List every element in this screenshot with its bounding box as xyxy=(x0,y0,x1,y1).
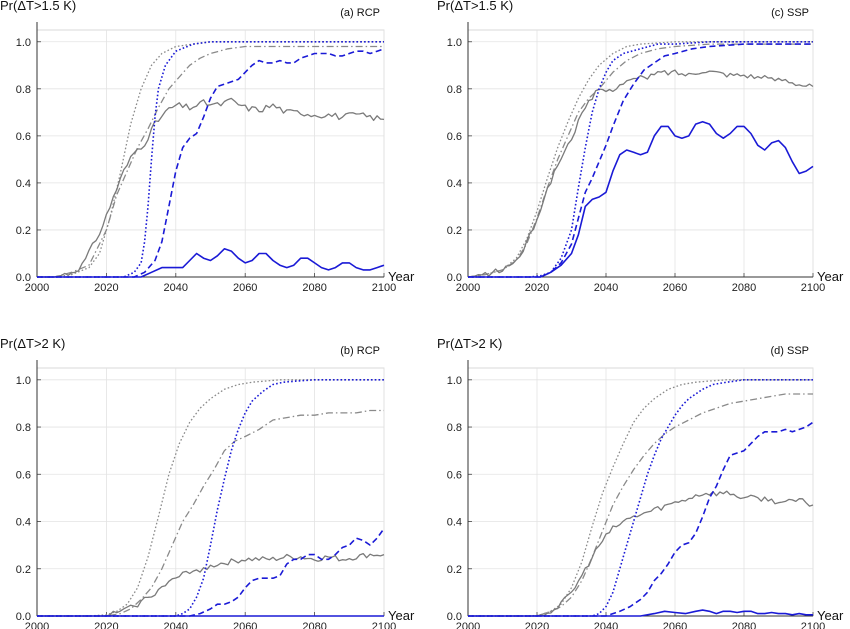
x-tick-label: 2100 xyxy=(372,282,396,294)
y-tick-label: 0.4 xyxy=(16,178,31,190)
series-line-dotted xyxy=(37,379,384,617)
series-line-dashdot xyxy=(37,409,384,617)
x-tick-label: 2100 xyxy=(801,282,825,294)
x-tick-label: 2080 xyxy=(732,621,756,629)
panel-tag: (b) RCP xyxy=(340,345,380,357)
y-tick-label: 0.2 xyxy=(16,564,31,576)
y-tick-label: 1.0 xyxy=(16,37,31,49)
series-line-dashed xyxy=(37,48,385,278)
y-tick-label: 0.2 xyxy=(447,564,462,576)
y-axis-label: Pr(ΔT>1.5 K) xyxy=(437,0,513,13)
x-axis-label: Year xyxy=(388,608,415,623)
y-tick-label: 0.0 xyxy=(16,272,31,284)
x-tick-label: 2020 xyxy=(525,282,549,294)
x-tick-label: 2100 xyxy=(372,621,396,629)
x-tick-label: 2000 xyxy=(456,621,480,629)
series-line-solid xyxy=(37,97,385,278)
series-line-dotted xyxy=(468,41,813,278)
y-tick-label: 1.0 xyxy=(16,375,31,387)
y-tick-label: 0.8 xyxy=(447,422,462,434)
y-tick-label: 0.2 xyxy=(447,225,462,237)
y-tick-label: 0.6 xyxy=(16,131,31,143)
x-tick-label: 2040 xyxy=(164,282,188,294)
x-tick-label: 2060 xyxy=(663,282,687,294)
series-line-solid xyxy=(468,490,814,617)
panel-a-rcp: 2000 2020 2040 2060 2080 2100 0.0 0.2 0.4 0.6 0.8 1… xyxy=(0,0,415,294)
x-tick-label: 2060 xyxy=(233,282,257,294)
x-tick-label: 2020 xyxy=(94,282,118,294)
panel-tag: (d) SSP xyxy=(770,345,809,357)
x-axis-label: Year xyxy=(817,608,844,623)
y-tick-label: 0.6 xyxy=(447,469,462,481)
y-axis-label: Pr(ΔT>1.5 K) xyxy=(0,0,76,13)
y-tick-label: 0.8 xyxy=(16,422,31,434)
x-tick-label: 2100 xyxy=(801,621,825,629)
y-tick-label: 1.0 xyxy=(447,375,462,387)
y-tick-label: 0.0 xyxy=(447,611,462,623)
series-line-dotted xyxy=(467,41,813,278)
series-line-dashdot xyxy=(467,43,813,278)
x-tick-label: 2040 xyxy=(594,282,618,294)
series-line-dotted xyxy=(37,379,384,617)
y-axis-label: Pr(ΔT>2 K) xyxy=(0,336,65,351)
series-line-dotted xyxy=(37,41,384,278)
y-tick-label: 0.4 xyxy=(447,178,462,190)
plot-frame xyxy=(467,29,814,278)
y-tick-label: 0.0 xyxy=(16,611,31,623)
y-axis-label: Pr(ΔT>2 K) xyxy=(437,336,502,351)
x-tick-label: 2080 xyxy=(302,621,326,629)
series-line-solid xyxy=(467,69,814,278)
y-tick-label: 0.4 xyxy=(16,517,31,529)
y-tick-label: 0.2 xyxy=(16,225,31,237)
y-tick-label: 0.4 xyxy=(447,517,462,529)
series-line-solid xyxy=(468,120,814,278)
series-line-dashed xyxy=(468,421,814,617)
panel-b-rcp: 2000 2020 2040 2060 2080 2100 0.0 0.2 0.4 0.6 0.8 1… xyxy=(0,336,415,629)
x-axis-label: Year xyxy=(817,269,844,284)
series-line-solid xyxy=(37,552,385,617)
y-tick-label: 0.0 xyxy=(447,272,462,284)
panel-c-ssp: 2000 2020 2040 2060 2080 2100 0.0 0.2 0.4 0.6 0.8 1… xyxy=(437,0,844,294)
x-axis-label: Year xyxy=(388,269,415,284)
y-tick-label: 0.8 xyxy=(447,84,462,96)
plot-frame xyxy=(36,367,385,617)
series-line-dashed xyxy=(37,528,385,617)
y-tick-label: 0.6 xyxy=(16,469,31,481)
series-line-solid xyxy=(37,248,385,278)
x-tick-label: 2020 xyxy=(525,621,549,629)
x-tick-label: 2040 xyxy=(164,621,188,629)
x-tick-label: 2080 xyxy=(302,282,326,294)
panel-tag: (c) SSP xyxy=(771,7,809,19)
panel-tag: (a) RCP xyxy=(340,7,380,19)
x-tick-label: 2020 xyxy=(94,621,118,629)
x-tick-label: 2000 xyxy=(25,282,49,294)
x-tick-label: 2060 xyxy=(663,621,687,629)
panel-d-ssp: 2000 2020 2040 2060 2080 2100 0.0 0.2 0.4 0.6 0.8 1… xyxy=(437,336,844,629)
x-tick-label: 2000 xyxy=(456,282,480,294)
x-tick-label: 2060 xyxy=(233,621,257,629)
plot-frame xyxy=(467,367,814,617)
series-line-solid xyxy=(468,609,813,617)
series-line-dotted xyxy=(37,41,384,278)
series-line-dashdot xyxy=(37,45,384,278)
y-tick-label: 0.8 xyxy=(16,84,31,96)
y-tick-label: 0.6 xyxy=(447,131,462,143)
series-line-dashed xyxy=(468,43,813,278)
x-tick-label: 2000 xyxy=(25,621,49,629)
x-tick-label: 2080 xyxy=(732,282,756,294)
plot-frame xyxy=(36,29,385,278)
y-tick-label: 1.0 xyxy=(447,37,462,49)
x-tick-label: 2040 xyxy=(594,621,618,629)
series-line-dotted xyxy=(468,379,813,617)
